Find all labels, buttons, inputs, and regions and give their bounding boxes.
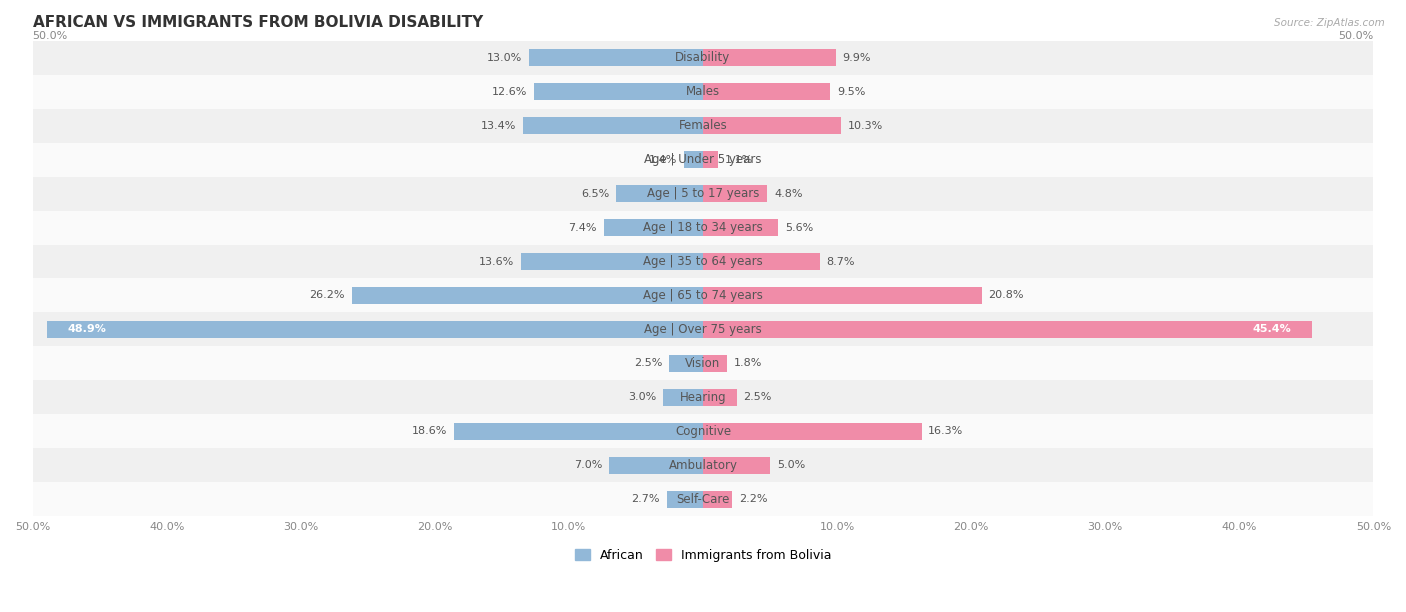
Text: 2.5%: 2.5% (634, 359, 662, 368)
Text: 13.0%: 13.0% (486, 53, 522, 63)
Bar (32, 448, 1374, 482)
Text: 9.5%: 9.5% (837, 87, 866, 97)
Text: 12.6%: 12.6% (492, 87, 527, 97)
Text: 5.0%: 5.0% (776, 460, 806, 470)
Text: 5.6%: 5.6% (785, 223, 813, 233)
Text: 7.4%: 7.4% (568, 223, 598, 233)
Bar (32, 75, 1374, 109)
Text: Age | Over 75 years: Age | Over 75 years (644, 323, 762, 336)
Bar (703, 321, 1312, 338)
Bar (32, 380, 1374, 414)
Bar (703, 287, 981, 304)
Bar (32, 278, 1374, 313)
Bar (703, 491, 733, 507)
Text: 1.1%: 1.1% (724, 155, 752, 165)
Text: 13.6%: 13.6% (478, 256, 515, 266)
Bar (703, 185, 768, 202)
Text: Disability: Disability (675, 51, 731, 64)
Text: Source: ZipAtlas.com: Source: ZipAtlas.com (1274, 18, 1385, 28)
Text: 26.2%: 26.2% (309, 291, 344, 300)
Text: 50.0%: 50.0% (1339, 31, 1374, 41)
Bar (703, 389, 737, 406)
Bar (534, 83, 703, 100)
Text: 9.9%: 9.9% (842, 53, 870, 63)
Text: 16.3%: 16.3% (928, 426, 963, 436)
Text: Self-Care: Self-Care (676, 493, 730, 506)
Bar (703, 457, 770, 474)
Text: Age | 35 to 64 years: Age | 35 to 64 years (643, 255, 763, 268)
Text: AFRICAN VS IMMIGRANTS FROM BOLIVIA DISABILITY: AFRICAN VS IMMIGRANTS FROM BOLIVIA DISAB… (32, 15, 482, 30)
Text: Age | 5 to 17 years: Age | 5 to 17 years (647, 187, 759, 200)
Bar (703, 151, 717, 168)
Text: 2.7%: 2.7% (631, 494, 659, 504)
Text: Hearing: Hearing (679, 391, 727, 404)
Bar (520, 253, 703, 270)
Bar (32, 482, 1374, 516)
Bar (529, 50, 703, 66)
Bar (703, 253, 820, 270)
Bar (703, 355, 727, 372)
Bar (669, 355, 703, 372)
Text: Ambulatory: Ambulatory (668, 458, 738, 472)
Bar (32, 41, 1374, 75)
Text: 48.9%: 48.9% (67, 324, 107, 334)
Bar (32, 245, 1374, 278)
Bar (685, 151, 703, 168)
Text: 2.5%: 2.5% (744, 392, 772, 402)
Text: 7.0%: 7.0% (574, 460, 602, 470)
Bar (603, 219, 703, 236)
Bar (703, 118, 841, 134)
Bar (32, 414, 1374, 448)
Bar (32, 143, 1374, 177)
Bar (609, 457, 703, 474)
Legend: African, Immigrants from Bolivia: African, Immigrants from Bolivia (569, 544, 837, 567)
Bar (662, 389, 703, 406)
Bar (32, 313, 1374, 346)
Text: Age | Under 5 years: Age | Under 5 years (644, 153, 762, 166)
Bar (32, 211, 1374, 245)
Bar (703, 50, 835, 66)
Text: Cognitive: Cognitive (675, 425, 731, 438)
Text: 1.8%: 1.8% (734, 359, 762, 368)
Text: 10.3%: 10.3% (848, 121, 883, 131)
Bar (32, 177, 1374, 211)
Bar (48, 321, 703, 338)
Bar (666, 491, 703, 507)
Text: Age | 18 to 34 years: Age | 18 to 34 years (643, 221, 763, 234)
Text: 3.0%: 3.0% (628, 392, 657, 402)
Bar (703, 83, 831, 100)
Bar (523, 118, 703, 134)
Text: 20.8%: 20.8% (988, 291, 1024, 300)
Text: 13.4%: 13.4% (481, 121, 516, 131)
Bar (352, 287, 703, 304)
Bar (32, 109, 1374, 143)
Text: 8.7%: 8.7% (827, 256, 855, 266)
Bar (703, 219, 778, 236)
Text: 2.2%: 2.2% (740, 494, 768, 504)
Text: 1.4%: 1.4% (650, 155, 678, 165)
Bar (703, 423, 921, 440)
Text: 45.4%: 45.4% (1253, 324, 1292, 334)
Text: 6.5%: 6.5% (581, 188, 609, 199)
Text: 4.8%: 4.8% (775, 188, 803, 199)
Text: Age | 65 to 74 years: Age | 65 to 74 years (643, 289, 763, 302)
Bar (32, 346, 1374, 380)
Bar (616, 185, 703, 202)
Text: Females: Females (679, 119, 727, 132)
Bar (454, 423, 703, 440)
Text: 50.0%: 50.0% (32, 31, 67, 41)
Text: Males: Males (686, 85, 720, 99)
Text: 18.6%: 18.6% (412, 426, 447, 436)
Text: Vision: Vision (685, 357, 721, 370)
